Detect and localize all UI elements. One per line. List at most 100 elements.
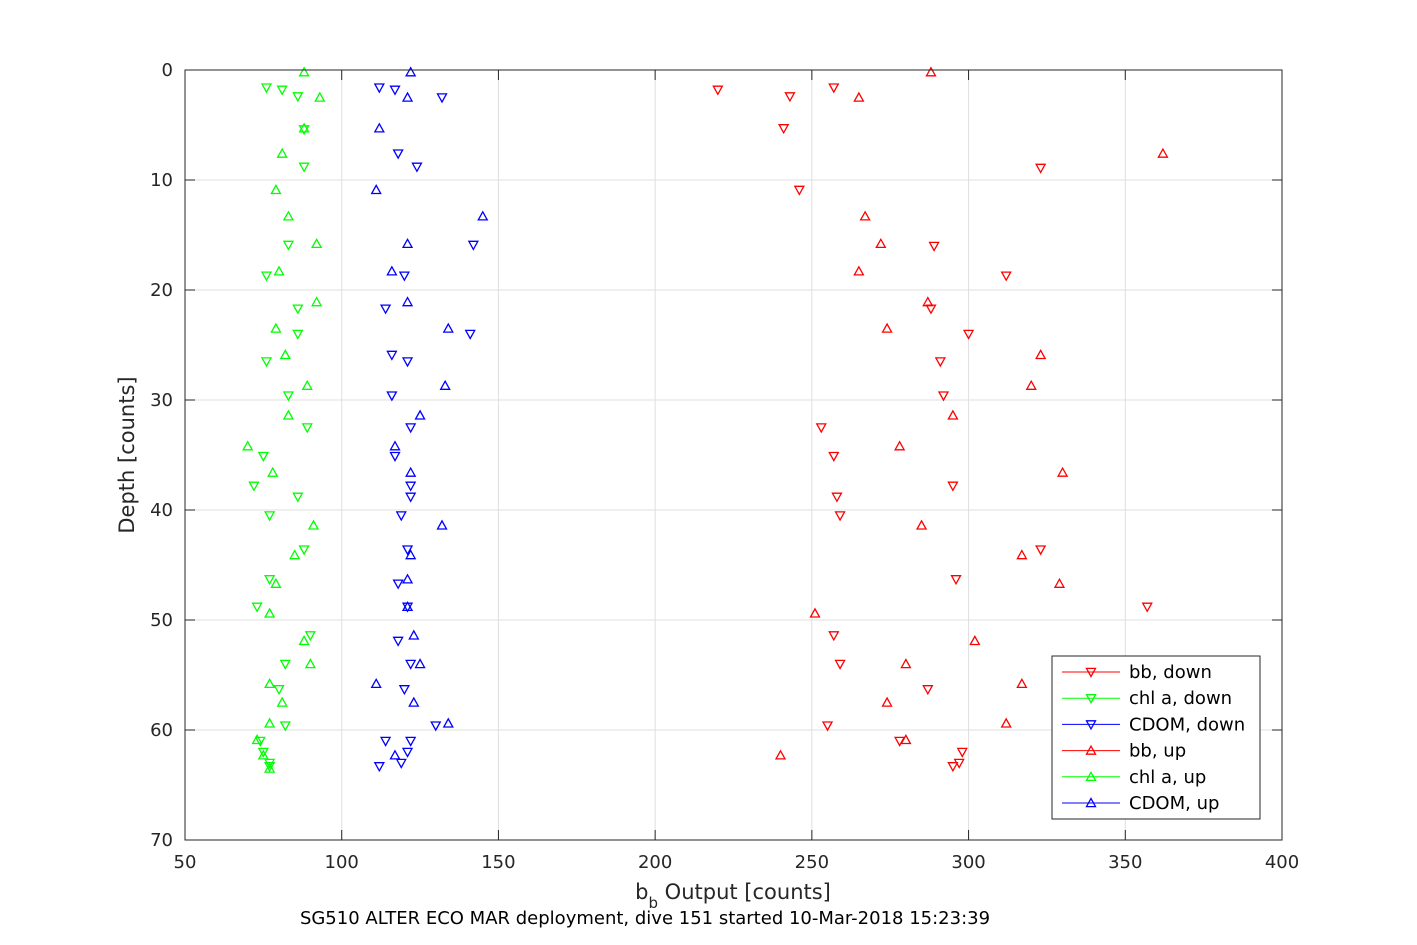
data-point bbox=[251, 602, 263, 613]
data-point bbox=[307, 519, 320, 530]
data-point bbox=[900, 658, 912, 669]
data-point bbox=[405, 466, 417, 477]
data-point bbox=[947, 481, 959, 492]
legend-entry: bb, down bbox=[1062, 662, 1212, 683]
series-cdom-down bbox=[373, 83, 479, 773]
data-point bbox=[373, 762, 385, 773]
legend-marker bbox=[1085, 744, 1097, 755]
series-bb-up bbox=[774, 66, 1169, 760]
data-point bbox=[405, 492, 417, 503]
data-point bbox=[1016, 549, 1028, 560]
series-bb-down bbox=[712, 83, 1153, 773]
x-tick-label: 50 bbox=[174, 852, 197, 873]
data-point bbox=[828, 631, 840, 642]
data-point bbox=[405, 423, 417, 434]
data-point bbox=[260, 83, 273, 94]
data-point bbox=[264, 762, 276, 773]
data-point bbox=[834, 659, 846, 670]
data-point bbox=[900, 734, 912, 745]
ticks bbox=[184, 69, 1283, 841]
legend-entry: bb, up bbox=[1062, 741, 1186, 762]
data-point bbox=[1035, 545, 1047, 556]
data-point bbox=[264, 717, 276, 728]
data-point bbox=[301, 423, 313, 434]
data-point bbox=[436, 93, 448, 104]
data-point bbox=[831, 492, 843, 503]
data-point bbox=[386, 391, 398, 402]
data-point bbox=[392, 579, 404, 590]
data-point bbox=[477, 210, 489, 221]
legend-entry: CDOM, down bbox=[1062, 714, 1245, 735]
data-point bbox=[276, 85, 288, 96]
x-tick-label: 400 bbox=[1265, 852, 1299, 873]
legend-marker bbox=[1085, 797, 1097, 808]
data-point bbox=[282, 409, 295, 420]
data-point bbox=[401, 91, 414, 102]
data-point bbox=[401, 237, 414, 249]
data-point bbox=[273, 265, 285, 276]
data-point bbox=[257, 749, 269, 760]
data-point bbox=[392, 149, 404, 160]
data-point bbox=[292, 304, 304, 315]
data-point bbox=[260, 357, 273, 368]
data-point bbox=[894, 440, 906, 451]
data-point bbox=[276, 147, 288, 158]
data-point bbox=[379, 304, 392, 315]
tick-labels: 50 100 150 200 250 300 350 400 0 10 20 30 40 50 60 70 bbox=[150, 60, 1299, 873]
data-point bbox=[928, 241, 940, 252]
data-point bbox=[270, 184, 282, 195]
data-point bbox=[395, 511, 407, 522]
x-tick-label: 350 bbox=[1108, 852, 1142, 873]
data-point bbox=[1157, 147, 1169, 158]
data-point bbox=[298, 545, 310, 556]
data-point bbox=[405, 481, 417, 492]
data-point bbox=[439, 379, 451, 390]
data-point bbox=[282, 210, 295, 221]
data-point bbox=[304, 631, 316, 642]
data-point bbox=[398, 685, 411, 696]
data-point bbox=[405, 549, 417, 560]
y-tick-label: 20 bbox=[150, 280, 173, 301]
legend-label: bb, down bbox=[1129, 662, 1212, 683]
data-point bbox=[875, 237, 887, 249]
data-point bbox=[947, 409, 959, 420]
data-point bbox=[401, 357, 414, 368]
data-point bbox=[956, 747, 968, 758]
data-point bbox=[947, 762, 959, 773]
data-point bbox=[292, 492, 304, 503]
data-point bbox=[962, 329, 975, 340]
data-point bbox=[401, 747, 414, 758]
legend-label: chl a, up bbox=[1129, 767, 1206, 788]
data-point bbox=[401, 296, 414, 307]
data-point bbox=[251, 734, 263, 745]
data-point bbox=[298, 635, 310, 646]
data-point bbox=[774, 749, 787, 760]
data-point bbox=[925, 66, 937, 77]
data-point bbox=[467, 240, 479, 251]
data-point bbox=[242, 440, 254, 451]
data-point bbox=[370, 677, 382, 689]
legend-marker bbox=[1085, 667, 1097, 678]
data-point bbox=[314, 91, 326, 102]
data-point bbox=[464, 329, 476, 340]
data-point bbox=[298, 122, 310, 133]
x-axis-label: bb Output [counts] bbox=[635, 880, 831, 912]
data-point bbox=[279, 721, 291, 732]
y-tick-label: 50 bbox=[150, 610, 173, 631]
data-points bbox=[242, 66, 1169, 773]
data-point bbox=[408, 696, 420, 707]
data-point bbox=[373, 122, 385, 133]
data-point bbox=[853, 91, 865, 102]
y-axis-label: Depth [counts] bbox=[115, 376, 139, 533]
data-point bbox=[1025, 379, 1037, 390]
legend-entry: chl a, up bbox=[1062, 767, 1206, 788]
data-point bbox=[405, 736, 417, 747]
data-point bbox=[389, 440, 401, 451]
legend-label: CDOM, up bbox=[1129, 793, 1219, 814]
data-point bbox=[311, 296, 323, 307]
data-point bbox=[915, 519, 928, 530]
x-tick-label: 200 bbox=[638, 852, 672, 873]
data-point bbox=[881, 322, 893, 333]
data-point bbox=[793, 185, 805, 196]
